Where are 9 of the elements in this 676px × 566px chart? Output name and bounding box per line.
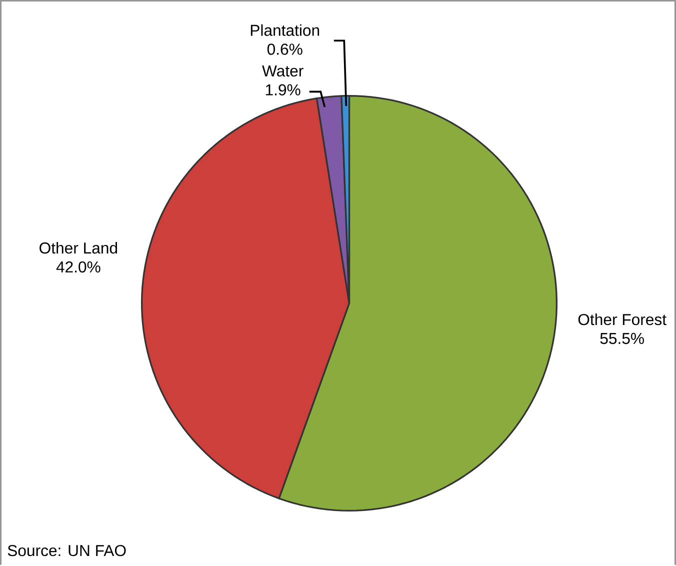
data-label: 1.9% xyxy=(266,84,300,96)
slice-label: Plantation xyxy=(250,24,320,36)
source-note: Source: UN FAO xyxy=(8,545,126,556)
data-label: 0.6% xyxy=(267,44,302,56)
slice-label: Other Land xyxy=(40,242,118,254)
data-label: 42.0% xyxy=(56,262,100,273)
slice-label: Water xyxy=(262,66,304,77)
slice-label: Other Forest xyxy=(578,314,666,326)
data-label: 55.5% xyxy=(600,333,644,344)
